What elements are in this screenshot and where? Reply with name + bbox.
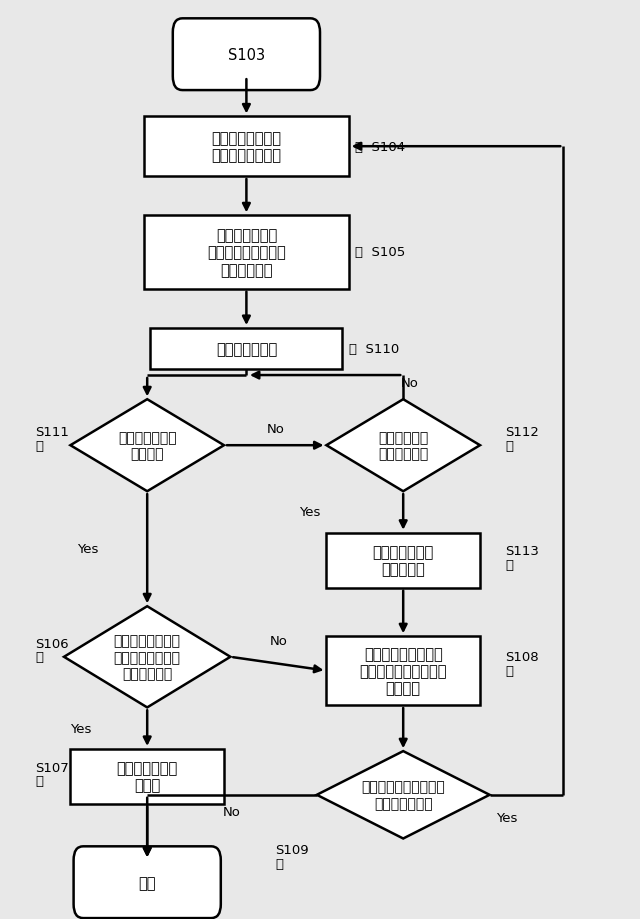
Text: 対象テナントに
類似資源および費用
削減量を提示: 対象テナントに 類似資源および費用 削減量を提示	[207, 228, 286, 278]
Text: S103: S103	[228, 48, 265, 62]
Text: 共有化移行処理
を実行: 共有化移行処理 を実行	[116, 760, 178, 793]
FancyBboxPatch shape	[173, 19, 320, 91]
Text: S106: S106	[35, 637, 69, 650]
Text: S109: S109	[275, 844, 309, 857]
Text: No: No	[266, 423, 284, 436]
FancyBboxPatch shape	[74, 846, 221, 918]
FancyBboxPatch shape	[326, 636, 480, 706]
Text: 終了: 終了	[138, 875, 156, 890]
FancyBboxPatch shape	[70, 749, 224, 804]
Text: Yes: Yes	[70, 721, 92, 735]
Text: ～: ～	[506, 559, 514, 572]
Polygon shape	[326, 400, 480, 492]
Text: 非承認のテナントを
共有化の対象テナント
から除外: 非承認のテナントを 共有化の対象テナント から除外	[360, 646, 447, 696]
Text: ～  S104: ～ S104	[355, 141, 405, 153]
Polygon shape	[70, 400, 224, 492]
Text: 所定の時間は
経過したか？: 所定の時間は 経過したか？	[378, 431, 428, 460]
Text: ～: ～	[275, 857, 283, 870]
Text: S108: S108	[506, 651, 540, 664]
Text: Yes: Yes	[496, 811, 517, 824]
Text: ～: ～	[35, 651, 44, 664]
Text: S112: S112	[506, 425, 540, 438]
Text: No: No	[401, 377, 419, 390]
Polygon shape	[317, 752, 490, 838]
Text: 全対象テナントが
類似資源の利用を
承認したか？: 全対象テナントが 類似資源の利用を 承認したか？	[114, 634, 180, 680]
Text: 承認しなかった
ものと判定: 承認しなかった ものと判定	[372, 544, 434, 577]
Text: Yes: Yes	[299, 505, 320, 519]
Text: ～: ～	[35, 775, 44, 788]
Text: No: No	[223, 805, 241, 818]
Text: ～: ～	[506, 439, 514, 452]
Text: S107: S107	[35, 761, 69, 774]
FancyBboxPatch shape	[326, 533, 480, 588]
Polygon shape	[64, 607, 230, 708]
Text: 類似資源を抽出し
費用削減量を算出: 類似資源を抽出し 費用削減量を算出	[211, 130, 282, 164]
Text: 共有化に係るテナント
は存在するか？: 共有化に係るテナント は存在するか？	[362, 780, 445, 810]
FancyBboxPatch shape	[144, 216, 349, 289]
Text: S111: S111	[35, 425, 69, 438]
Text: 承認結果を受信
したか？: 承認結果を受信 したか？	[118, 431, 177, 460]
Text: ～: ～	[35, 439, 44, 452]
Text: 時間計測を開始: 時間計測を開始	[216, 342, 277, 357]
Text: S113: S113	[506, 545, 540, 558]
Text: Yes: Yes	[77, 542, 98, 556]
FancyBboxPatch shape	[150, 328, 342, 369]
Text: ～  S105: ～ S105	[355, 246, 406, 259]
Text: ～  S110: ～ S110	[349, 343, 399, 356]
Text: No: No	[269, 634, 287, 647]
Text: ～: ～	[506, 664, 514, 677]
FancyBboxPatch shape	[144, 117, 349, 176]
